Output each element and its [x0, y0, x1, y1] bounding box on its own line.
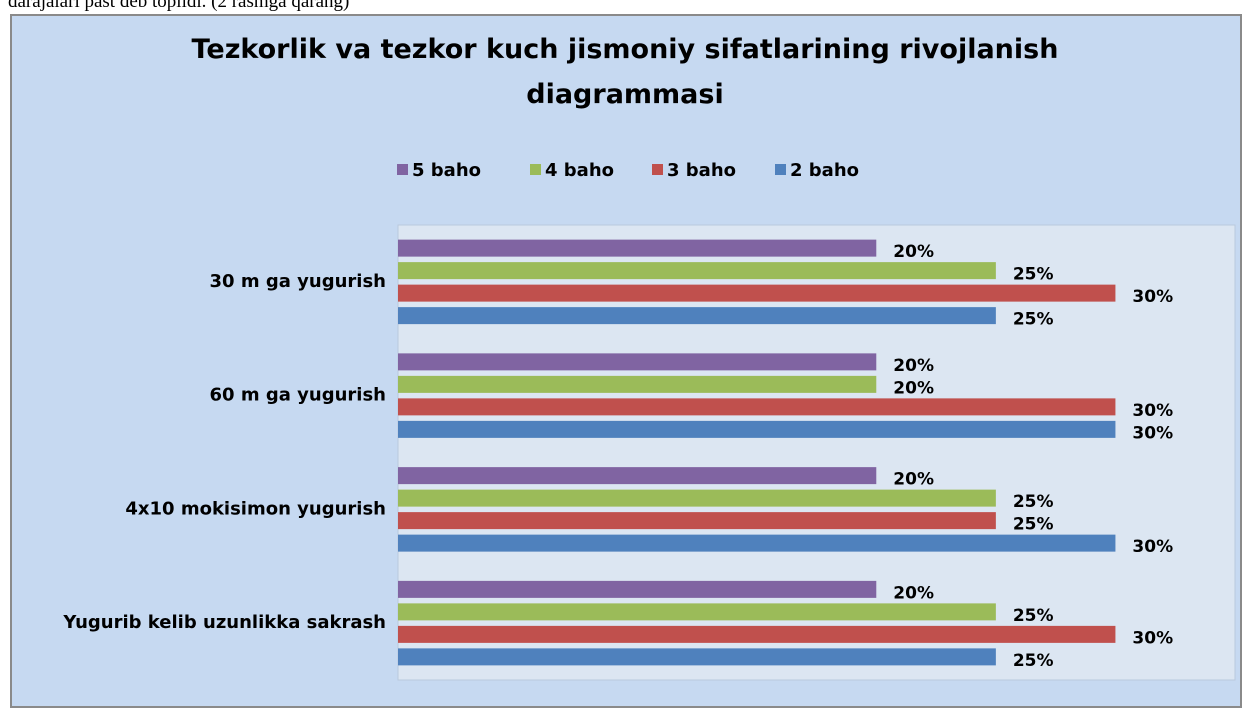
data-label: 30%: [1132, 628, 1173, 648]
bar: [398, 398, 1116, 416]
data-label: 30%: [1132, 287, 1173, 307]
data-label: 25%: [1013, 310, 1054, 330]
data-label: 20%: [893, 583, 934, 603]
legend-swatch: [652, 164, 663, 175]
bar: [398, 375, 877, 393]
data-label: 25%: [1013, 651, 1054, 671]
bar: [398, 420, 1116, 438]
bar: [398, 284, 1116, 302]
legend-swatch: [775, 164, 786, 175]
bar: [398, 307, 996, 325]
bar: [398, 603, 996, 621]
bar: [398, 262, 996, 280]
bar: [398, 512, 996, 530]
legend-label: 4 baho: [545, 160, 614, 181]
bar: [398, 489, 996, 507]
data-label: 25%: [1013, 606, 1054, 626]
chart-title: Tezkorlik va tezkor kuch jismoniy sifatl…: [191, 34, 1059, 110]
category-label: Yugurib kelib uzunlikka sakrash: [62, 612, 386, 633]
bar: [398, 467, 877, 485]
legend-label: 2 baho: [790, 160, 859, 181]
bar: [398, 648, 996, 666]
data-label: 30%: [1132, 423, 1173, 443]
chart: 5 baho 4 baho 3 baho 2 baho 30 m ga yugurish…: [62, 160, 1236, 681]
data-label: 25%: [1013, 265, 1054, 285]
bar: [398, 534, 1116, 552]
legend-swatch: [530, 164, 541, 175]
bar: [398, 353, 877, 371]
bar: [398, 625, 1116, 643]
data-label: 20%: [893, 470, 934, 490]
legend-swatch: [397, 164, 408, 175]
data-label: 20%: [893, 356, 934, 376]
data-label: 30%: [1132, 537, 1173, 557]
bar: [398, 239, 877, 257]
data-label: 20%: [893, 378, 934, 398]
data-label: 25%: [1013, 492, 1054, 512]
chart-title-box: Tezkorlik va tezkor kuch jismoniy sifatl…: [0, 27, 1248, 117]
data-label: 30%: [1132, 401, 1173, 421]
legend-label: 5 baho: [412, 160, 481, 181]
category-label: 60 m ga yugurish: [210, 385, 386, 406]
data-label: 25%: [1013, 515, 1054, 535]
data-label: 20%: [893, 242, 934, 262]
bar: [398, 580, 877, 598]
category-label: 30 m ga yugurish: [210, 271, 386, 292]
category-label: 4x10 mokisimon yugurish: [125, 498, 386, 519]
legend-label: 3 baho: [667, 160, 736, 181]
body-text: darajalari past deb topildi. (2 rasmga q…: [8, 0, 350, 12]
